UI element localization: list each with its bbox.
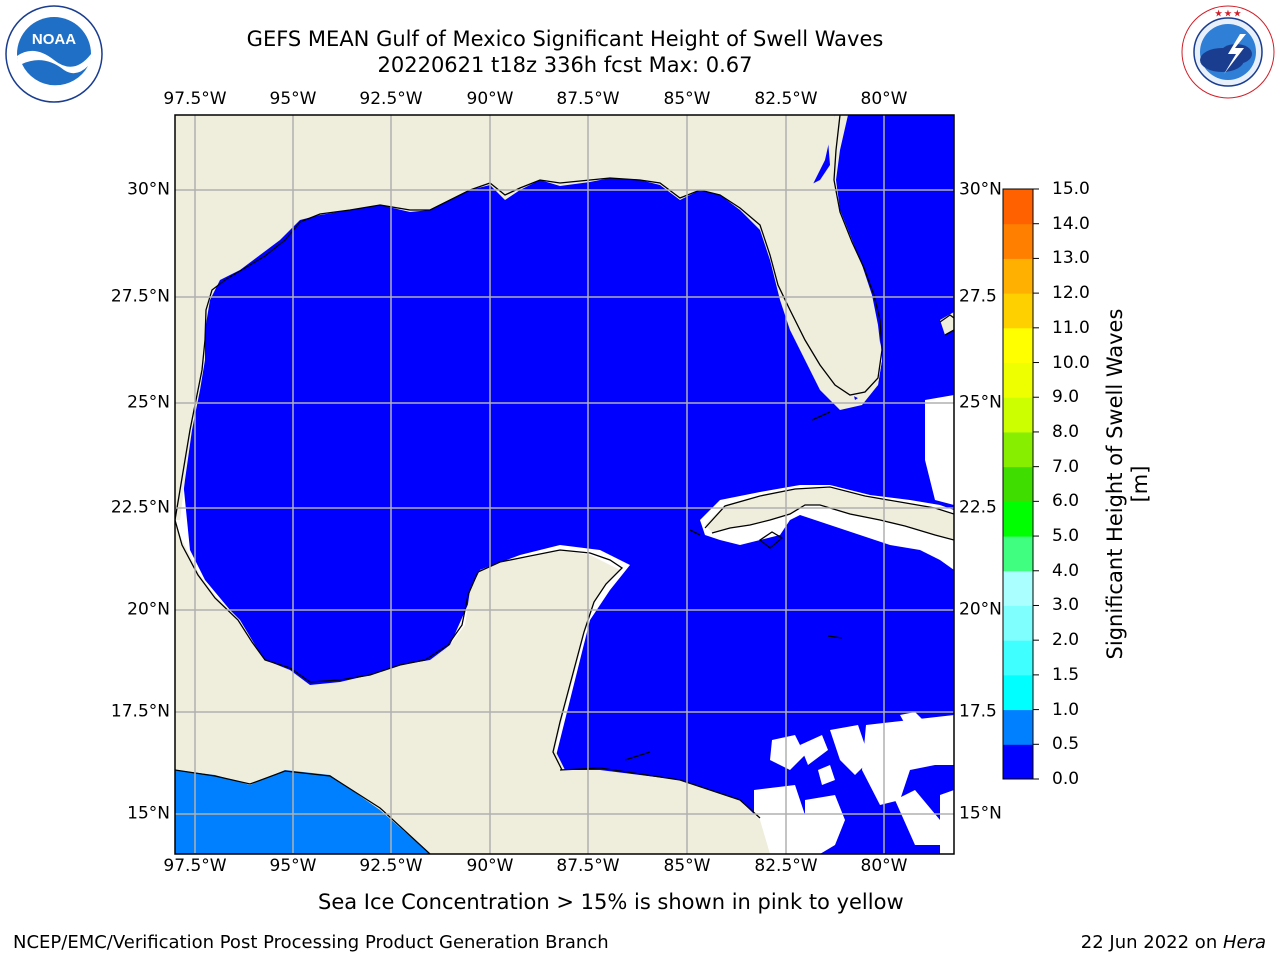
colorbar-tick-label: 13.0	[1052, 248, 1090, 269]
lon-label-bottom: 82.5°W	[754, 856, 818, 876]
colorbar-tick-label: 7.0	[1052, 456, 1080, 477]
lat-label-right: 22.5	[959, 497, 997, 518]
colorbar-segment	[1003, 431, 1033, 468]
colorbar-segment	[1003, 640, 1033, 676]
colorbar	[1003, 188, 1039, 780]
lon-label-bottom: 97.5°W	[163, 856, 227, 876]
colorbar-tick-label: 15.0	[1052, 179, 1090, 199]
lat-label-right: 20°N	[959, 599, 1002, 620]
lon-label-top: 97.5°W	[163, 89, 227, 109]
lon-label-bottom: 85°W	[663, 856, 711, 876]
nws-logo: ★ ★ ★	[1181, 5, 1275, 99]
colorbar-segment	[1003, 674, 1033, 711]
cuba-land	[705, 488, 954, 540]
coastlines	[175, 115, 954, 854]
date-text: 22 Jun 2022 on	[1080, 932, 1223, 953]
lat-label-left: 25°N	[127, 392, 170, 413]
lon-label-top: 90°W	[466, 89, 514, 109]
lat-label-left: 22.5°N	[110, 497, 170, 518]
lon-label-top: 95°W	[269, 89, 317, 109]
lat-label-left: 20°N	[127, 599, 170, 620]
credit-text: NCEP/EMC/Verification Post Processing Pr…	[13, 932, 609, 953]
colorbar-tick-label: 6.0	[1052, 491, 1080, 512]
lon-label-top: 92.5°W	[359, 89, 423, 109]
colorbar-segment	[1003, 501, 1033, 537]
colorbar-tick-label: 2.0	[1052, 630, 1080, 651]
colorbar-segment	[1003, 466, 1033, 502]
colorbar-segment	[1003, 709, 1033, 745]
lon-label-top: 82.5°W	[754, 89, 818, 109]
lon-label-top: 85°W	[663, 89, 711, 109]
colorbar-tick-label: 3.0	[1052, 595, 1080, 616]
colorbar-tick-label: 9.0	[1052, 387, 1080, 408]
date-stamp: 22 Jun 2022 on Hera	[1081, 932, 1266, 953]
lat-label-right: 30°N	[959, 179, 1002, 200]
svg-text:★ ★ ★: ★ ★ ★	[1215, 9, 1242, 18]
lat-label-right: 15°N	[959, 803, 1002, 824]
noaa-logo: NOAA	[5, 5, 103, 103]
colorbar-segment	[1003, 605, 1033, 641]
map-frame	[174, 114, 955, 855]
colorbar-tick-label: 0.0	[1052, 769, 1080, 789]
colorbar-segment	[1003, 744, 1033, 780]
colorbar-tick-label: 11.0	[1052, 317, 1090, 338]
lon-label-top: 80°W	[860, 89, 908, 109]
lat-label-right: 27.5	[959, 286, 997, 307]
colorbar-tick-label: 12.0	[1052, 283, 1090, 304]
colorbar-frame	[1002, 188, 1034, 780]
colorbar-tick-label: 1.5	[1052, 664, 1080, 685]
lon-label-bottom: 80°W	[860, 856, 908, 876]
colorbar-tick-label: 10.0	[1052, 352, 1090, 373]
colorbar-segment	[1003, 189, 1033, 225]
lon-label-bottom: 90°W	[466, 856, 514, 876]
colorbar-tick-label: 0.5	[1052, 734, 1080, 755]
lon-label-top: 87.5°W	[556, 89, 620, 109]
colorbar-tick-label: 5.0	[1052, 526, 1080, 547]
lat-label-right: 17.5	[959, 701, 997, 722]
lat-label-left: 30°N	[127, 179, 170, 200]
colorbar-segment	[1003, 536, 1033, 572]
host-name: Hera	[1222, 932, 1266, 953]
lat-label-left: 27.5°N	[110, 286, 170, 307]
lat-label-right: 25°N	[959, 392, 1002, 413]
colorbar-segment	[1003, 570, 1033, 606]
lon-label-bottom: 87.5°W	[556, 856, 620, 876]
colorbar-segment	[1003, 293, 1033, 329]
lat-label-left: 17.5°N	[110, 701, 170, 722]
colorbar-segment	[1003, 258, 1033, 294]
lon-label-bottom: 92.5°W	[359, 856, 423, 876]
colorbar-segment	[1003, 223, 1033, 259]
chart-title: GEFS MEAN Gulf of Mexico Significant Hei…	[246, 27, 884, 51]
lat-label-left: 15°N	[127, 803, 170, 824]
colorbar-tick-label: 14.0	[1052, 213, 1090, 234]
colorbar-label: Significant Height of Swell Waves [m]	[1103, 308, 1152, 660]
chart-subtitle: 20220621 t18z 336h fcst Max: 0.67	[377, 53, 753, 77]
lon-label-bottom: 95°W	[269, 856, 317, 876]
colorbar-segment	[1003, 397, 1033, 433]
noaa-logo-text: NOAA	[32, 31, 76, 48]
sea-ice-caption: Sea Ice Concentration > 15% is shown in …	[318, 890, 904, 914]
colorbar-tick-label: 1.0	[1052, 699, 1080, 720]
colorbar-tick-label: 8.0	[1052, 421, 1080, 442]
colorbar-tick-label: 4.0	[1052, 560, 1080, 581]
colorbar-segment	[1003, 327, 1033, 364]
colorbar-segment	[1003, 362, 1033, 398]
north-america-land	[175, 115, 882, 520]
graticule	[175, 115, 954, 854]
